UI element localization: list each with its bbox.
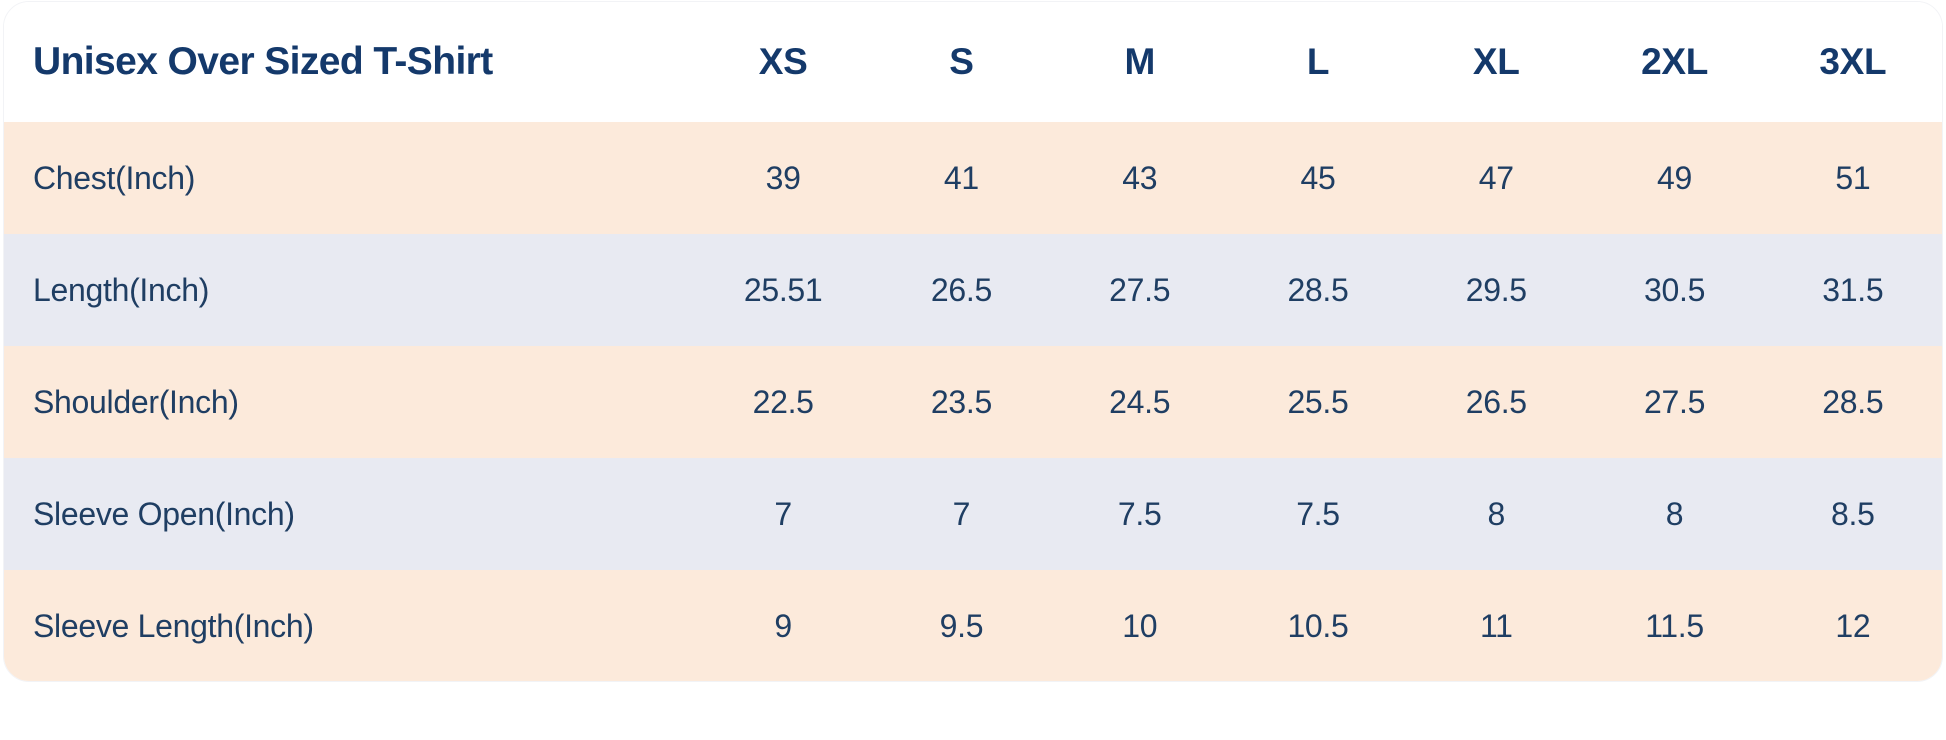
size-header-xl: XL	[1472, 41, 1520, 82]
table-body: Chest(Inch) 39 41 43 45 47 49 51 Length(Inch) 25.…	[4, 122, 1942, 681]
size-chart-card: Unisex Over Sized T-Shirt XS S M L XL 2XL 3XL …	[3, 1, 1943, 682]
cell-value: 11.5	[1645, 607, 1704, 644]
size-header-2xl: 2XL	[1641, 41, 1709, 82]
cell-value: 43	[1122, 159, 1158, 196]
cell-value: 39	[765, 159, 801, 196]
cell-value: 28.5	[1287, 271, 1349, 308]
cell-value: 7.5	[1117, 495, 1162, 532]
table-row: Sleeve Open(Inch) 7 7 7.5 7.5 8 8 8.5	[4, 458, 1942, 570]
size-header-m: M	[1124, 41, 1155, 82]
row-label: Sleeve Length(Inch)	[33, 607, 314, 644]
row-label: Length(Inch)	[33, 271, 210, 308]
cell-value: 30.5	[1644, 271, 1706, 308]
cell-value: 10	[1122, 607, 1158, 644]
cell-value: 29.5	[1465, 271, 1527, 308]
cell-value: 27.5	[1109, 271, 1171, 308]
cell-value: 25.51	[743, 271, 823, 308]
cell-value: 27.5	[1644, 383, 1706, 420]
cell-value: 31.5	[1822, 271, 1884, 308]
cell-value: 11	[1479, 607, 1513, 644]
chart-title: Unisex Over Sized T-Shirt	[33, 40, 493, 83]
table-row: Sleeve Length(Inch) 9 9.5 10 10.5 11 11.5 12	[4, 570, 1942, 681]
size-header-3xl: 3XL	[1819, 41, 1887, 82]
cell-value: 8.5	[1831, 495, 1875, 532]
cell-value: 7.5	[1296, 495, 1340, 532]
cell-value: 41	[943, 159, 979, 196]
size-header-xs: XS	[758, 41, 808, 82]
cell-value: 26.5	[1465, 383, 1527, 420]
cell-value: 51	[1835, 159, 1871, 196]
row-label: Sleeve Open(Inch)	[33, 495, 295, 532]
table-row: Length(Inch) 25.51 26.5 27.5 28.5 29.5 30.5 31.…	[4, 234, 1942, 346]
cell-value: 9	[774, 607, 792, 644]
cell-value: 8	[1487, 495, 1506, 532]
table-row: Shoulder(Inch) 22.5 23.5 24.5 25.5 26.5 27.5 28…	[4, 346, 1942, 458]
cell-value: 7	[952, 495, 971, 532]
cell-value: 8	[1665, 495, 1684, 532]
cell-value: 12	[1835, 607, 1871, 644]
cell-value: 22.5	[752, 383, 814, 420]
cell-value: 10.5	[1287, 607, 1349, 644]
cell-value: 25.5	[1287, 383, 1349, 420]
cell-value: 7	[774, 495, 792, 532]
cell-value: 23.5	[930, 383, 992, 420]
row-label: Shoulder(Inch)	[33, 383, 239, 420]
size-header-s: S	[949, 41, 974, 82]
row-label: Chest(Inch)	[33, 159, 196, 196]
cell-value: 9.5	[939, 607, 984, 644]
cell-value: 28.5	[1822, 383, 1884, 420]
cell-value: 49	[1657, 159, 1693, 196]
cell-value: 26.5	[930, 271, 992, 308]
size-header-l: L	[1306, 41, 1330, 82]
table-row: Chest(Inch) 39 41 43 45 47 49 51	[4, 122, 1942, 234]
header-row: Unisex Over Sized T-Shirt XS S M L XL 2XL 3XL	[4, 2, 1942, 122]
cell-value: 47	[1478, 159, 1514, 196]
cell-value: 45	[1300, 159, 1336, 196]
cell-value: 24.5	[1109, 383, 1171, 420]
